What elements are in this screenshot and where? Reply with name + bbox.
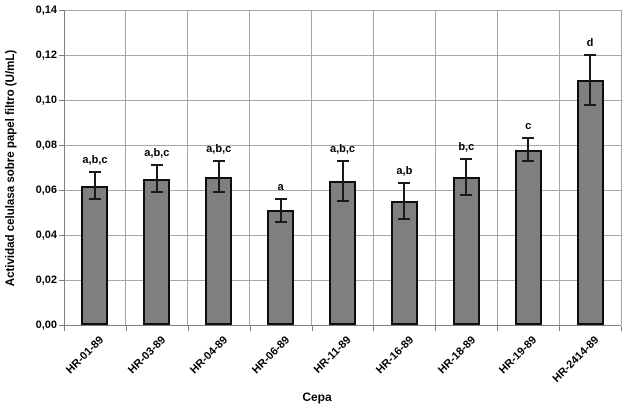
error-bar-cap-top bbox=[336, 159, 349, 162]
gridline-horizontal bbox=[64, 54, 621, 56]
y-axis-tick bbox=[59, 325, 64, 326]
y-axis-tick bbox=[59, 10, 64, 11]
x-category-label: HR-2414-89 bbox=[550, 334, 602, 385]
y-axis-tick bbox=[59, 145, 64, 146]
y-tick-label: 0,14 bbox=[35, 4, 57, 16]
y-tick-label: 0,12 bbox=[35, 49, 57, 61]
bar bbox=[514, 149, 542, 325]
error-bar-cap-bottom bbox=[398, 218, 411, 221]
y-axis-tick bbox=[59, 55, 64, 56]
error-bar-line bbox=[279, 199, 282, 222]
x-axis-tick bbox=[311, 326, 313, 331]
y-axis-tick bbox=[59, 280, 64, 281]
error-bar-cap-bottom bbox=[522, 159, 535, 162]
significance-label: a bbox=[277, 181, 284, 193]
gridline-vertical bbox=[372, 10, 374, 325]
error-bar-line bbox=[217, 160, 220, 193]
gridline-horizontal bbox=[64, 144, 621, 146]
error-bar-line bbox=[465, 158, 468, 195]
y-tick-label: 0,06 bbox=[35, 184, 57, 196]
x-category-label: HR-04-89 bbox=[188, 334, 231, 377]
x-category-label: HR-18-89 bbox=[435, 334, 478, 377]
error-bar-cap-top bbox=[398, 182, 411, 185]
x-axis-line bbox=[64, 325, 621, 326]
gridline-vertical bbox=[434, 10, 436, 325]
significance-label: a,b,c bbox=[144, 147, 170, 160]
x-axis-tick bbox=[621, 326, 622, 331]
y-axis-tick bbox=[59, 235, 64, 236]
error-bar-cap-bottom bbox=[584, 103, 597, 106]
gridline-vertical bbox=[187, 10, 189, 325]
error-bar-cap-top bbox=[212, 159, 225, 162]
significance-label: a,b,c bbox=[206, 142, 232, 155]
bar bbox=[329, 181, 356, 325]
significance-label: a,b bbox=[396, 165, 413, 178]
bar bbox=[205, 176, 233, 325]
x-axis-tick bbox=[559, 326, 561, 331]
gridline-vertical bbox=[496, 10, 498, 325]
significance-label: a,b,c bbox=[82, 154, 108, 166]
error-bar-cap-bottom bbox=[212, 191, 225, 194]
x-category-label: HR-16-89 bbox=[373, 334, 416, 377]
bar bbox=[452, 176, 480, 325]
y-tick-label: 0,04 bbox=[35, 229, 57, 241]
significance-label: a,b,c bbox=[329, 142, 356, 155]
error-bar-line bbox=[589, 55, 592, 105]
x-axis-tick bbox=[64, 326, 65, 331]
gridline-vertical bbox=[125, 10, 127, 325]
x-axis-tick bbox=[497, 326, 499, 331]
gridline-horizontal bbox=[64, 99, 621, 101]
y-axis-line bbox=[64, 10, 65, 326]
error-bar-cap-top bbox=[88, 171, 101, 173]
x-axis-tick bbox=[187, 326, 189, 331]
y-tick-label: 0,10 bbox=[35, 94, 57, 106]
y-axis-title: Actividad celulasa sobre papel filtro (U… bbox=[5, 49, 17, 287]
x-category-label: HR-06-89 bbox=[249, 334, 293, 377]
error-bar-cap-bottom bbox=[150, 191, 163, 194]
error-bar-cap-top bbox=[584, 54, 597, 56]
error-bar-line bbox=[341, 160, 344, 202]
error-bar-cap-bottom bbox=[460, 193, 473, 196]
error-bar-line bbox=[527, 138, 530, 161]
y-axis-tick bbox=[59, 190, 64, 191]
bar bbox=[143, 178, 171, 325]
gridline-vertical bbox=[311, 10, 313, 325]
error-bar-cap-top bbox=[522, 137, 535, 140]
error-bar-line bbox=[93, 172, 96, 199]
x-axis-tick bbox=[249, 326, 251, 331]
x-category-label: HR-19-89 bbox=[497, 334, 540, 377]
bar bbox=[81, 185, 109, 325]
error-bar-line bbox=[403, 183, 406, 220]
error-bar-cap-bottom bbox=[274, 220, 287, 223]
gridline-vertical bbox=[249, 10, 251, 325]
significance-label: b,c bbox=[458, 140, 475, 153]
y-tick-label: 0,00 bbox=[35, 319, 57, 331]
y-axis-tick bbox=[59, 100, 64, 101]
error-bar-cap-top bbox=[150, 164, 163, 167]
x-axis-title: Cepa bbox=[302, 390, 332, 404]
error-bar-cap-top bbox=[274, 198, 287, 200]
x-axis-tick bbox=[125, 326, 127, 331]
x-axis-tick bbox=[435, 326, 437, 331]
gridline-vertical bbox=[558, 10, 560, 325]
y-tick-label: 0,02 bbox=[35, 274, 57, 286]
x-axis-tick bbox=[373, 326, 375, 331]
error-bar-line bbox=[155, 165, 158, 193]
error-bar-cap-bottom bbox=[88, 198, 101, 200]
bar bbox=[267, 210, 295, 325]
x-category-label: HR-01-89 bbox=[64, 334, 107, 377]
y-tick-label: 0,08 bbox=[35, 139, 57, 151]
bar bbox=[576, 79, 604, 325]
error-bar-cap-bottom bbox=[336, 200, 349, 203]
gridline-vertical bbox=[620, 10, 622, 325]
significance-label: c bbox=[525, 120, 532, 133]
error-bar-cap-top bbox=[460, 157, 473, 160]
x-category-label: HR-11-89 bbox=[312, 334, 354, 376]
significance-label: d bbox=[586, 37, 594, 49]
x-category-label: HR-03-89 bbox=[126, 334, 169, 377]
gridline-horizontal bbox=[64, 9, 621, 11]
